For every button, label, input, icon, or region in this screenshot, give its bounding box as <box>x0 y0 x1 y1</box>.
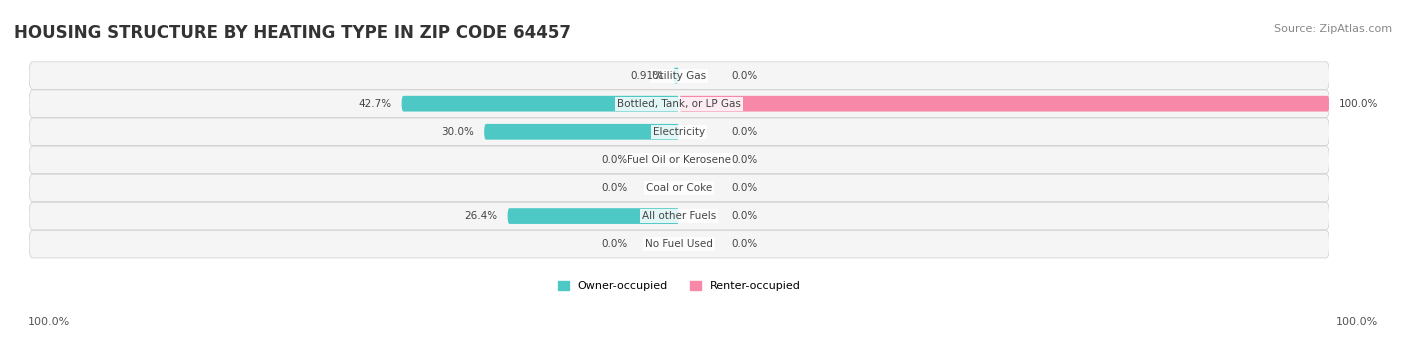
Text: Bottled, Tank, or LP Gas: Bottled, Tank, or LP Gas <box>617 99 741 109</box>
Text: No Fuel Used: No Fuel Used <box>645 239 713 249</box>
Text: 100.0%: 100.0% <box>28 317 70 327</box>
FancyBboxPatch shape <box>30 202 1330 230</box>
FancyBboxPatch shape <box>508 208 679 224</box>
Text: 100.0%: 100.0% <box>1336 317 1378 327</box>
Text: 0.0%: 0.0% <box>731 71 758 80</box>
Text: 0.0%: 0.0% <box>600 239 627 249</box>
Text: HOUSING STRUCTURE BY HEATING TYPE IN ZIP CODE 64457: HOUSING STRUCTURE BY HEATING TYPE IN ZIP… <box>14 24 571 42</box>
Text: Electricity: Electricity <box>654 127 706 137</box>
Text: Source: ZipAtlas.com: Source: ZipAtlas.com <box>1274 24 1392 34</box>
FancyBboxPatch shape <box>30 118 1330 146</box>
FancyBboxPatch shape <box>30 62 1330 89</box>
Text: 0.0%: 0.0% <box>600 183 627 193</box>
Legend: Owner-occupied, Renter-occupied: Owner-occupied, Renter-occupied <box>553 277 806 296</box>
Text: 0.0%: 0.0% <box>731 127 758 137</box>
Text: 0.0%: 0.0% <box>731 183 758 193</box>
Text: 0.0%: 0.0% <box>731 155 758 165</box>
Text: Fuel Oil or Kerosene: Fuel Oil or Kerosene <box>627 155 731 165</box>
Text: 0.91%: 0.91% <box>630 71 664 80</box>
FancyBboxPatch shape <box>30 231 1330 258</box>
FancyBboxPatch shape <box>30 90 1330 117</box>
Text: All other Fuels: All other Fuels <box>643 211 716 221</box>
Text: 26.4%: 26.4% <box>465 211 498 221</box>
Text: 0.0%: 0.0% <box>731 211 758 221</box>
FancyBboxPatch shape <box>402 96 679 112</box>
Text: Utility Gas: Utility Gas <box>652 71 706 80</box>
Text: 30.0%: 30.0% <box>441 127 474 137</box>
FancyBboxPatch shape <box>30 146 1330 174</box>
Text: 0.0%: 0.0% <box>731 239 758 249</box>
Text: 42.7%: 42.7% <box>359 99 392 109</box>
Text: 100.0%: 100.0% <box>1339 99 1378 109</box>
FancyBboxPatch shape <box>673 68 679 84</box>
FancyBboxPatch shape <box>679 96 1330 112</box>
FancyBboxPatch shape <box>484 124 679 140</box>
Text: Coal or Coke: Coal or Coke <box>647 183 713 193</box>
FancyBboxPatch shape <box>30 174 1330 202</box>
Text: 0.0%: 0.0% <box>600 155 627 165</box>
